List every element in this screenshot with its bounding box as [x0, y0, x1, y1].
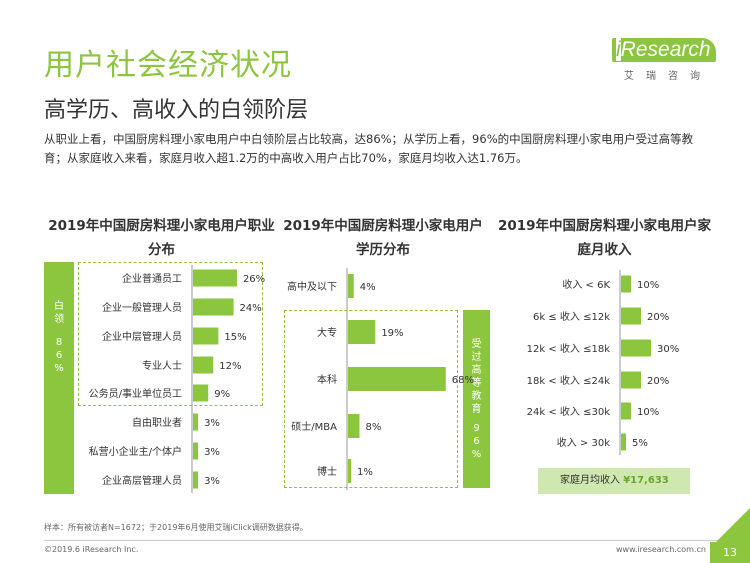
- category-label: 高中及以下: [287, 280, 337, 293]
- iresearch-logo: iResearch 艾瑞咨询: [612, 38, 716, 82]
- bar: [621, 371, 641, 389]
- bar: [193, 327, 219, 345]
- chart-title-education: 2019年中国厨房料理小家电用户学历分布: [283, 218, 483, 258]
- bar: [348, 414, 360, 438]
- category-label: 企业中层管理人员: [102, 330, 182, 343]
- category-label: 专业人士: [142, 359, 182, 372]
- bar: [621, 433, 626, 451]
- value-label: 10%: [637, 407, 659, 418]
- value-label: 26%: [243, 274, 265, 285]
- income-chart: 收入 < 6K 10% 6k ≤ 收入 ≤12k 20% 12k < 收入 ≤18k 30…: [527, 270, 679, 455]
- value-label: 5%: [632, 438, 648, 449]
- bar: [621, 275, 631, 293]
- copyright: ©2019.6 iResearch Inc.: [44, 545, 139, 554]
- value-label: 3%: [204, 447, 220, 458]
- category-label: 6k ≤ 收入 ≤12k: [533, 310, 610, 323]
- page-number: 13: [710, 542, 750, 563]
- average-income-box: 家庭月均收入 ¥17,633: [538, 468, 690, 494]
- higher-education-value: 9 6%: [471, 423, 482, 460]
- value-label: 8%: [366, 422, 382, 433]
- value-label: 3%: [204, 476, 220, 487]
- category-label: 收入 < 6K: [562, 278, 610, 291]
- logo-wordmark: iResearch: [612, 38, 716, 62]
- bar: [621, 339, 651, 357]
- bar: [348, 274, 354, 298]
- value-label: 19%: [381, 328, 403, 339]
- page-subtitle: 高学历、高收入的白领阶层: [44, 98, 309, 123]
- white-collar-value: 8 6%: [54, 337, 64, 374]
- bar: [193, 298, 234, 316]
- value-label: 10%: [637, 280, 659, 291]
- education-chart: 高中及以下 4% 大专 19% 本科 68% 硕士/MBA 8% 博士 1%: [287, 268, 474, 490]
- bar: [193, 413, 199, 431]
- value-label: 24%: [240, 303, 262, 314]
- occupation-chart: 企业普通员工 26% 企业一般管理人员 24% 企业中层管理人员 15% 专业人士 12% 公务…: [89, 265, 265, 493]
- white-collar-label: 白领: [54, 301, 64, 325]
- value-label: 20%: [647, 312, 669, 323]
- white-collar-group-label: 白领 8 6%: [44, 262, 74, 494]
- value-label: 15%: [224, 332, 246, 343]
- higher-education-label: 受过高等教育: [471, 339, 482, 415]
- white-collar-dashed-frame: [78, 262, 263, 406]
- value-label: 30%: [657, 344, 679, 355]
- page-title: 用户社会经济状况: [44, 48, 292, 83]
- category-label: 公务员/事业单位员工: [89, 387, 182, 400]
- chart-title-occupation: 2019年中国厨房料理小家电用户职业分布: [48, 218, 275, 258]
- value-label: 12%: [219, 361, 241, 372]
- chart-title-income: 2019年中国厨房料理小家电用户家庭月收入: [497, 218, 712, 258]
- category-label: 12k < 收入 ≤18k: [527, 342, 611, 355]
- bar: [193, 384, 209, 402]
- corner-decoration: [716, 508, 750, 542]
- website: www.iresearch.com.cn: [616, 545, 706, 554]
- bar: [193, 356, 214, 374]
- bar: [348, 459, 351, 483]
- value-label: 3%: [204, 418, 220, 429]
- bar: [348, 320, 376, 344]
- value-label: 1%: [357, 467, 373, 478]
- category-label: 硕士/MBA: [291, 420, 337, 433]
- category-label: 企业普通员工: [122, 272, 182, 285]
- bar: [621, 307, 641, 325]
- bar: [621, 402, 631, 420]
- value-label: 4%: [360, 282, 376, 293]
- value-label: 20%: [647, 376, 669, 387]
- category-label: 收入 > 30k: [557, 436, 610, 449]
- category-label: 自由职业者: [132, 416, 182, 429]
- bar: [193, 471, 199, 489]
- bar: [193, 442, 199, 460]
- value-label: 9%: [214, 389, 230, 400]
- category-label: 大专: [317, 326, 337, 339]
- footer-divider: [44, 540, 730, 541]
- category-label: 24k < 收入 ≤30k: [527, 405, 611, 418]
- higher-education-dashed-frame: [284, 310, 458, 488]
- category-label: 企业一般管理人员: [102, 301, 182, 314]
- category-label: 私营小企业主/个体户: [89, 445, 182, 458]
- page-description: 从职业上看，中国厨房料理小家电用户中白领阶层占比较高，达86%；从学历上看，96…: [44, 132, 694, 165]
- higher-education-group-label: 受过高等教育 9 6%: [463, 310, 490, 488]
- bar: [348, 367, 446, 391]
- category-label: 本科: [317, 373, 337, 386]
- value-label: 68%: [452, 375, 474, 386]
- bar: [193, 269, 237, 287]
- logo-subtitle: 艾瑞咨询: [624, 71, 712, 82]
- category-label: 企业高层管理人员: [102, 474, 182, 487]
- category-label: 18k < 收入 ≤24k: [527, 374, 611, 387]
- source-footnote: 样本：所有被访者N=1672；于2019年6月使用艾瑞iClick调研数据获得。: [44, 523, 308, 532]
- category-label: 博士: [317, 465, 337, 478]
